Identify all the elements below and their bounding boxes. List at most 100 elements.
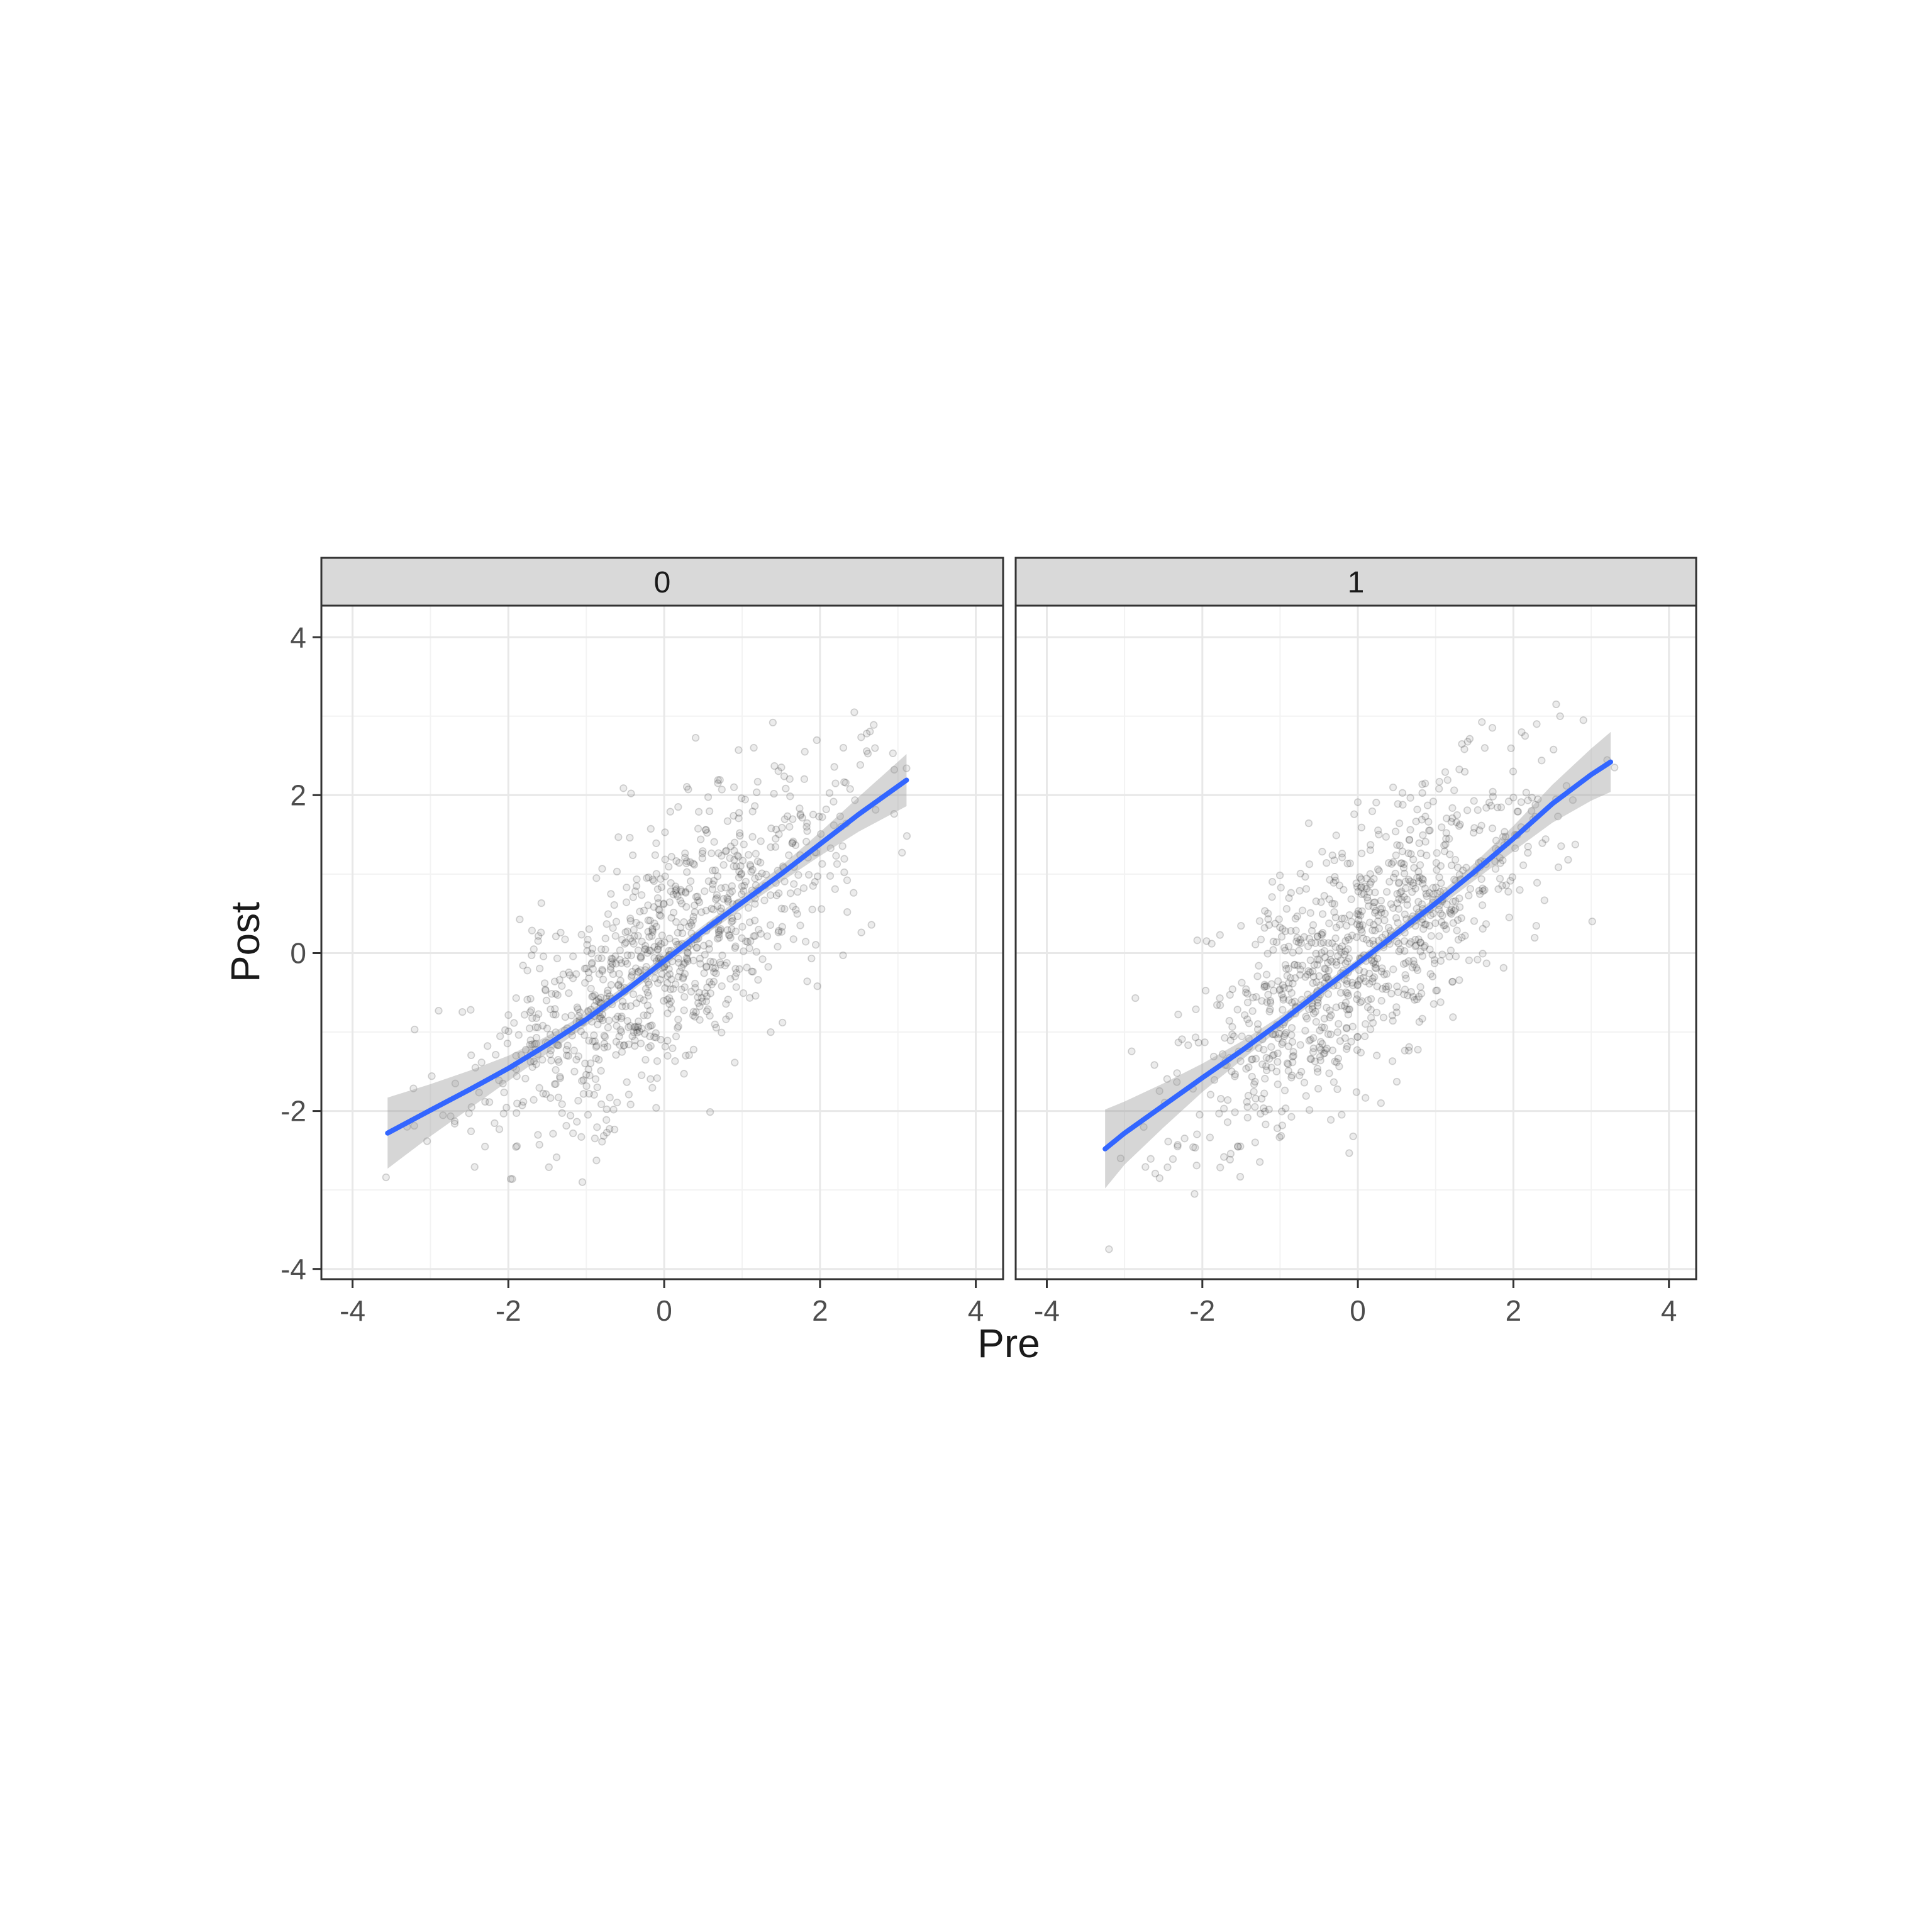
scatter-point: [1415, 1018, 1423, 1026]
scatter-point: [450, 1119, 459, 1128]
scatter-point: [645, 946, 653, 955]
scatter-point: [607, 963, 615, 971]
scatter-point: [692, 1008, 700, 1016]
scatter-point: [1455, 765, 1463, 774]
scatter-point: [1251, 1077, 1259, 1086]
scatter-point: [1387, 989, 1396, 998]
scatter-point: [538, 1055, 547, 1064]
scatter-point: [1274, 1034, 1282, 1042]
scatter-point: [689, 916, 697, 924]
scatter-point: [735, 874, 743, 882]
scatter-point: [730, 855, 738, 864]
scatter-point: [1443, 814, 1451, 823]
scatter-point: [1435, 906, 1443, 914]
scatter-point: [697, 908, 706, 916]
scatter-point: [1449, 919, 1457, 927]
scatter-point: [1245, 1019, 1253, 1028]
scatter-point: [600, 1043, 608, 1052]
scatter-point: [545, 1163, 553, 1172]
scatter-point: [1236, 1172, 1245, 1181]
scatter-point: [817, 830, 825, 838]
scatter-point: [628, 971, 636, 979]
scatter-point: [513, 1099, 521, 1108]
scatter-point: [1518, 728, 1526, 736]
scatter-point: [718, 786, 726, 794]
scatter-point: [731, 965, 740, 973]
scatter-point: [1285, 894, 1293, 902]
scatter-point: [616, 977, 625, 985]
scatter-point: [1367, 878, 1375, 886]
scatter-point: [750, 932, 758, 940]
scatter-point: [1421, 779, 1430, 787]
scatter-point: [1379, 1013, 1388, 1022]
scatter-point: [1314, 1068, 1322, 1076]
scatter-point: [600, 1040, 608, 1048]
scatter-point: [583, 940, 591, 949]
scatter-point: [1253, 1025, 1262, 1033]
scatter-point: [830, 797, 838, 806]
scatter-point: [1286, 974, 1295, 982]
scatter-point: [549, 1130, 557, 1138]
scatter-point: [1224, 1096, 1232, 1104]
scatter-point: [833, 860, 841, 868]
scatter-point: [658, 931, 666, 940]
scatter-point: [1373, 1052, 1381, 1060]
scatter-point: [579, 1090, 587, 1098]
scatter-point: [1416, 861, 1424, 869]
scatter-point: [1377, 896, 1385, 905]
scatter-point: [575, 1012, 583, 1020]
scatter-point: [657, 912, 665, 920]
scatter-point: [702, 826, 710, 834]
scatter-point: [1289, 1058, 1297, 1067]
scatter-point: [708, 885, 717, 893]
scatter-point: [1367, 995, 1375, 1003]
scatter-point: [1251, 1102, 1259, 1111]
scatter-point: [1453, 811, 1462, 819]
scatter-point: [1414, 992, 1423, 1001]
scatter-point: [1256, 1158, 1264, 1166]
scatter-point: [680, 983, 689, 991]
scatter-point: [1331, 913, 1340, 922]
scatter-point: [1562, 782, 1571, 790]
scatter-point: [1392, 1077, 1401, 1086]
scatter-point: [646, 1032, 654, 1041]
scatter-point: [1253, 972, 1262, 980]
scatter-point: [540, 979, 549, 987]
scatter-point: [666, 985, 675, 994]
scatter-point: [647, 1042, 655, 1050]
scatter-point: [741, 937, 750, 945]
scatter-point: [778, 823, 786, 832]
scatter-point: [1494, 885, 1502, 893]
scatter-point: [687, 919, 695, 927]
scatter-point: [1360, 968, 1368, 976]
scatter-point: [547, 1057, 555, 1065]
scatter-point: [1411, 996, 1419, 1004]
scatter-point: [1414, 877, 1423, 886]
scatter-point: [630, 1028, 638, 1036]
scatter-point: [546, 1031, 555, 1039]
scatter-point: [1524, 848, 1532, 857]
scatter-point: [745, 994, 754, 1002]
scatter-point: [1283, 972, 1291, 980]
scatter-point: [1374, 865, 1382, 874]
scatter-point: [769, 718, 777, 727]
scatter-point: [584, 935, 592, 944]
scatter-point: [798, 814, 806, 822]
facet-strip-label: 1: [1348, 566, 1365, 599]
scatter-point: [735, 814, 743, 823]
scatter-point: [512, 1052, 520, 1060]
scatter-point: [648, 875, 657, 884]
scatter-point: [715, 934, 723, 942]
scatter-point: [506, 1175, 515, 1183]
scatter-point: [1446, 947, 1455, 955]
scatter-point: [1279, 1006, 1287, 1014]
scatter-point: [1279, 1038, 1287, 1046]
scatter-point: [635, 967, 643, 976]
scatter-point: [1430, 959, 1439, 967]
scatter-point: [625, 1091, 633, 1099]
scatter-point: [629, 990, 638, 999]
scatter-point: [636, 908, 644, 916]
scatter-point: [1371, 888, 1379, 897]
scatter-point: [1455, 903, 1464, 911]
